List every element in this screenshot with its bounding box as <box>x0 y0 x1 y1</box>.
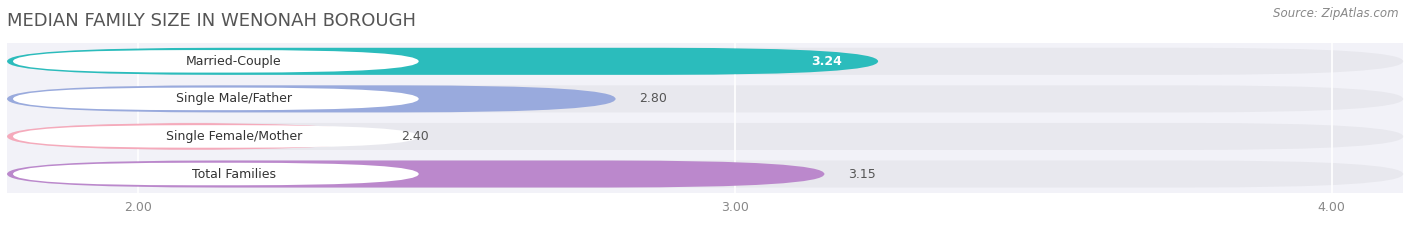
FancyBboxPatch shape <box>13 125 419 148</box>
FancyBboxPatch shape <box>7 80 1403 118</box>
FancyBboxPatch shape <box>7 48 1403 75</box>
FancyBboxPatch shape <box>7 85 616 112</box>
Text: Single Male/Father: Single Male/Father <box>176 92 292 105</box>
Text: MEDIAN FAMILY SIZE IN WENONAH BOROUGH: MEDIAN FAMILY SIZE IN WENONAH BOROUGH <box>7 12 416 30</box>
FancyBboxPatch shape <box>7 123 377 150</box>
Text: 2.40: 2.40 <box>401 130 429 143</box>
Text: Total Families: Total Families <box>191 168 276 181</box>
Text: Source: ZipAtlas.com: Source: ZipAtlas.com <box>1274 7 1399 20</box>
Text: 2.80: 2.80 <box>640 92 668 105</box>
FancyBboxPatch shape <box>7 161 824 188</box>
FancyBboxPatch shape <box>7 48 879 75</box>
FancyBboxPatch shape <box>7 118 1403 155</box>
FancyBboxPatch shape <box>13 88 419 110</box>
FancyBboxPatch shape <box>13 50 419 73</box>
FancyBboxPatch shape <box>7 161 1403 188</box>
FancyBboxPatch shape <box>13 163 419 185</box>
Text: 3.24: 3.24 <box>811 55 842 68</box>
FancyBboxPatch shape <box>7 155 1403 193</box>
FancyBboxPatch shape <box>7 85 1403 112</box>
FancyBboxPatch shape <box>7 123 1403 150</box>
Text: 3.15: 3.15 <box>848 168 876 181</box>
Text: Single Female/Mother: Single Female/Mother <box>166 130 302 143</box>
Text: Married-Couple: Married-Couple <box>186 55 281 68</box>
FancyBboxPatch shape <box>7 43 1403 80</box>
